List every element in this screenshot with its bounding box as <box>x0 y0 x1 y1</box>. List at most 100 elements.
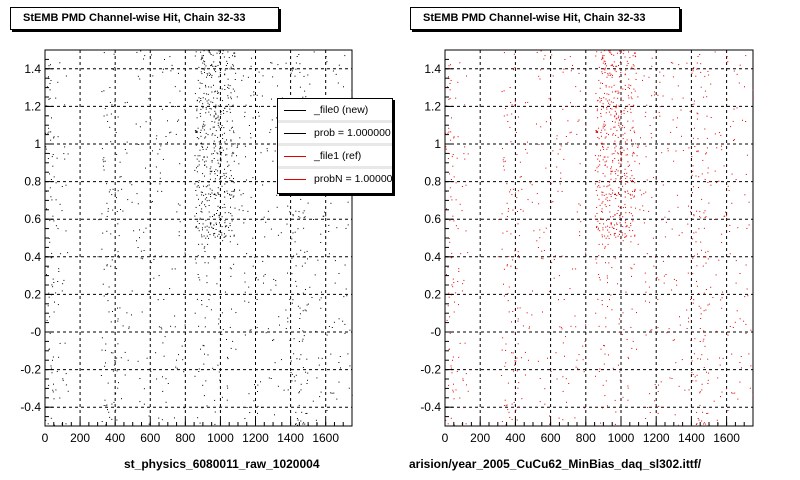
data-point <box>681 135 682 137</box>
data-point <box>596 213 598 214</box>
data-point <box>209 216 211 218</box>
data-point <box>515 393 517 394</box>
data-point <box>676 126 678 128</box>
data-point <box>146 357 148 359</box>
data-point <box>631 155 633 157</box>
data-point <box>562 108 564 110</box>
data-point <box>262 75 264 77</box>
data-point <box>220 113 222 115</box>
data-point <box>161 255 163 257</box>
data-point <box>285 62 287 64</box>
data-point <box>629 129 631 131</box>
data-point <box>197 127 199 129</box>
data-point <box>731 392 733 394</box>
data-point <box>214 194 216 195</box>
x-tick-label: 1600 <box>312 431 339 445</box>
data-point <box>681 232 683 234</box>
data-point <box>196 213 197 214</box>
x-tick-label: 1600 <box>713 431 740 445</box>
data-point <box>177 120 178 122</box>
data-point <box>551 54 553 56</box>
data-point <box>611 91 613 93</box>
data-point <box>614 91 616 93</box>
data-point <box>606 106 608 108</box>
data-point <box>145 121 147 123</box>
data-point <box>203 121 205 123</box>
data-point <box>297 305 299 307</box>
data-point <box>50 179 52 180</box>
data-point <box>291 373 293 375</box>
data-point <box>337 82 339 84</box>
data-point <box>543 58 545 60</box>
data-point <box>227 78 229 80</box>
data-point <box>212 65 214 67</box>
data-point <box>143 388 145 390</box>
data-point <box>514 364 516 366</box>
data-point <box>648 286 650 288</box>
data-point <box>214 173 216 175</box>
data-point <box>668 255 669 257</box>
data-point <box>671 228 673 230</box>
data-point <box>315 419 317 421</box>
data-point <box>207 74 209 76</box>
data-point <box>678 385 680 387</box>
data-point <box>508 208 509 210</box>
data-point <box>218 230 220 232</box>
data-point <box>646 104 648 106</box>
data-point <box>210 108 212 110</box>
data-point <box>448 76 449 78</box>
data-point <box>692 373 694 375</box>
data-point <box>45 419 47 421</box>
data-point <box>595 55 597 57</box>
data-point <box>701 389 703 391</box>
data-point <box>298 211 300 213</box>
data-point <box>675 362 677 364</box>
data-point <box>214 399 216 401</box>
data-point <box>738 82 740 84</box>
data-point <box>601 142 603 144</box>
data-point <box>98 219 100 221</box>
data-point <box>707 167 709 169</box>
data-point <box>720 396 721 398</box>
data-point <box>203 125 205 127</box>
data-point <box>630 267 632 269</box>
data-point <box>270 129 272 131</box>
data-point <box>219 81 220 83</box>
data-point <box>311 297 313 298</box>
data-point <box>266 150 268 152</box>
data-point <box>202 173 204 175</box>
data-point <box>521 357 522 359</box>
data-point <box>595 130 597 132</box>
data-point <box>196 167 197 169</box>
data-point <box>55 199 57 201</box>
data-point <box>635 207 637 209</box>
data-point <box>448 292 450 294</box>
data-point <box>657 299 659 300</box>
data-point <box>613 153 615 154</box>
data-point <box>601 300 603 301</box>
data-point <box>48 384 50 386</box>
y-tick-label: 1.4 <box>24 62 41 76</box>
data-point <box>300 198 302 200</box>
data-point <box>144 55 146 57</box>
data-point <box>259 106 260 108</box>
data-point <box>634 188 636 190</box>
data-point <box>53 220 55 222</box>
data-point <box>579 163 581 165</box>
y-tick-label: -0.2 <box>20 363 41 377</box>
data-point <box>613 234 615 236</box>
data-point <box>206 100 208 102</box>
data-point <box>629 108 631 110</box>
data-point <box>615 106 617 108</box>
data-point <box>572 64 573 66</box>
data-point <box>255 277 257 278</box>
data-point <box>575 86 577 88</box>
data-point <box>667 150 669 152</box>
data-point <box>501 375 503 376</box>
data-point <box>697 113 699 115</box>
data-point <box>228 229 230 231</box>
data-point <box>53 383 54 385</box>
data-point <box>217 65 219 66</box>
data-point <box>517 387 519 389</box>
data-point <box>108 286 110 288</box>
